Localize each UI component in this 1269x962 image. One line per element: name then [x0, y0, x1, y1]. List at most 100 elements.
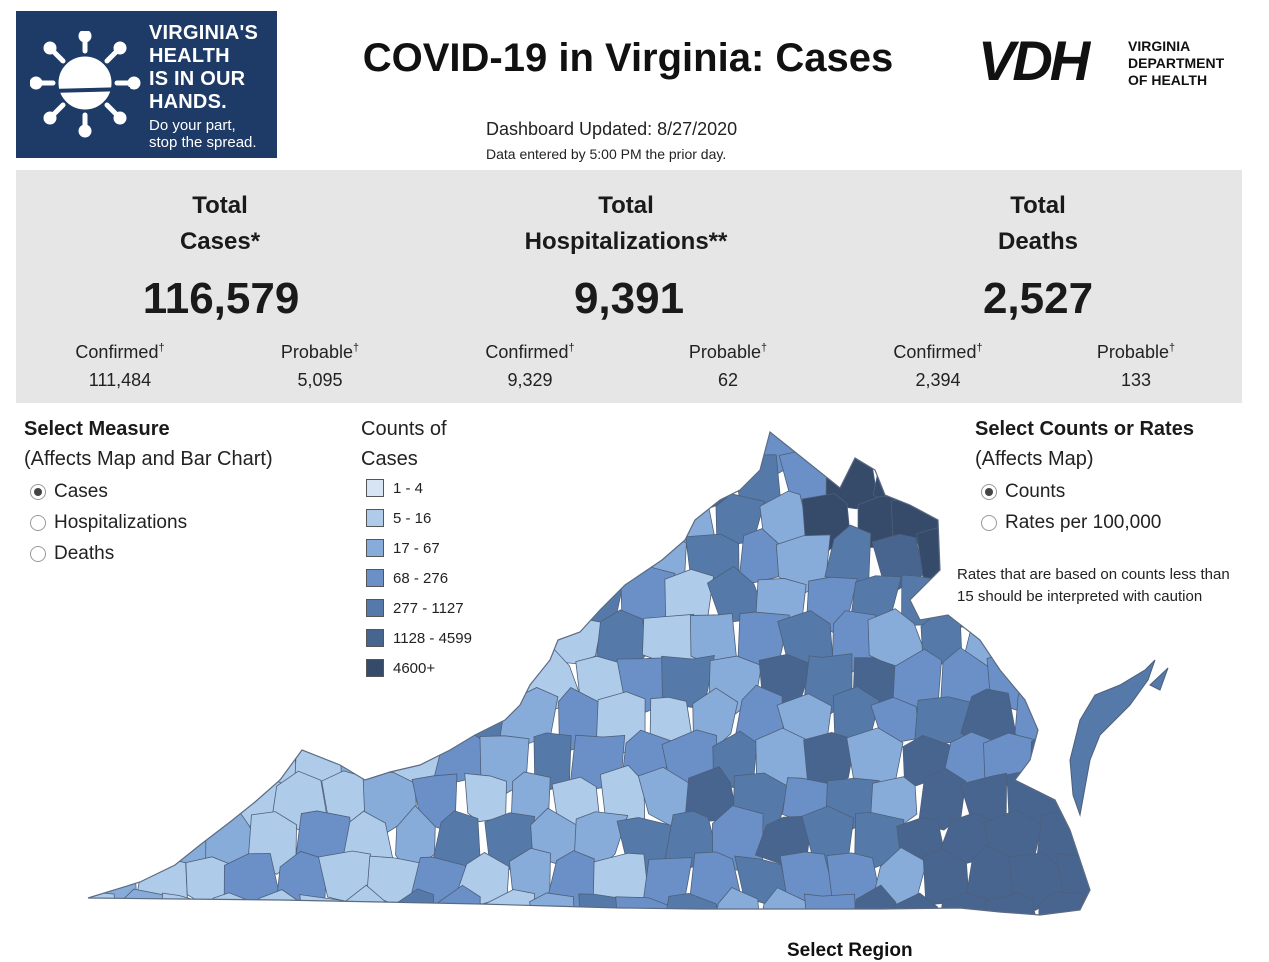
- county-region[interactable]: [362, 686, 413, 748]
- county-region[interactable]: [80, 807, 122, 865]
- eastern-shore-region[interactable]: [1069, 659, 1156, 817]
- county-region[interactable]: [270, 684, 330, 746]
- county-region[interactable]: [983, 892, 1042, 920]
- county-region[interactable]: [201, 490, 257, 544]
- county-region[interactable]: [342, 566, 391, 627]
- measure-option-deaths[interactable]: Deaths: [30, 543, 114, 565]
- county-region[interactable]: [480, 420, 531, 465]
- county-region[interactable]: [505, 445, 560, 507]
- measure-option-cases[interactable]: Cases: [30, 481, 108, 503]
- county-region[interactable]: [755, 887, 812, 920]
- county-region[interactable]: [501, 533, 554, 595]
- county-region[interactable]: [269, 615, 331, 669]
- county-region[interactable]: [86, 533, 144, 585]
- legend-item[interactable]: 277 - 1127: [366, 599, 464, 617]
- county-region[interactable]: [1077, 809, 1123, 869]
- county-region[interactable]: [712, 887, 762, 920]
- county-region[interactable]: [1037, 891, 1084, 920]
- county-region[interactable]: [232, 455, 279, 503]
- county-region[interactable]: [253, 573, 296, 629]
- county-region[interactable]: [89, 778, 142, 832]
- county-region[interactable]: [550, 534, 606, 596]
- county-region[interactable]: [598, 455, 648, 512]
- county-region[interactable]: [1101, 615, 1155, 669]
- rates-option-counts[interactable]: Counts: [981, 481, 1065, 503]
- county-region[interactable]: [319, 607, 375, 671]
- county-region[interactable]: [133, 615, 191, 675]
- county-region[interactable]: [893, 892, 950, 920]
- county-region[interactable]: [457, 609, 510, 669]
- county-region[interactable]: [386, 493, 438, 548]
- radio-selected-icon[interactable]: [981, 484, 997, 500]
- county-region[interactable]: [430, 420, 487, 466]
- county-region[interactable]: [524, 420, 577, 473]
- county-region[interactable]: [707, 420, 764, 472]
- county-region[interactable]: [638, 454, 697, 506]
- radio-selected-icon[interactable]: [30, 484, 46, 500]
- county-region[interactable]: [93, 855, 138, 908]
- county-region[interactable]: [323, 694, 376, 752]
- county-region[interactable]: [316, 449, 365, 507]
- county-region[interactable]: [661, 892, 720, 920]
- county-region[interactable]: [110, 490, 169, 546]
- county-region[interactable]: [232, 533, 282, 587]
- county-region[interactable]: [620, 420, 669, 469]
- county-region[interactable]: [206, 420, 261, 470]
- county-region[interactable]: [156, 726, 213, 786]
- county-region[interactable]: [409, 451, 466, 512]
- county-region[interactable]: [111, 805, 167, 863]
- county-region[interactable]: [80, 892, 121, 920]
- radio-icon[interactable]: [30, 515, 46, 531]
- county-region[interactable]: [80, 728, 123, 790]
- county-region[interactable]: [212, 732, 254, 792]
- county-region[interactable]: [368, 526, 412, 585]
- county-region[interactable]: [437, 497, 492, 542]
- county-region[interactable]: [523, 564, 578, 633]
- measure-option-hospitalizations[interactable]: Hospitalizations: [30, 512, 187, 534]
- legend-item[interactable]: 1128 - 4599: [366, 629, 472, 647]
- county-region[interactable]: [1109, 849, 1153, 907]
- county-region[interactable]: [477, 485, 533, 546]
- county-region[interactable]: [916, 446, 968, 512]
- legend-item[interactable]: 4600+: [366, 659, 435, 677]
- county-region[interactable]: [184, 453, 229, 515]
- county-region[interactable]: [109, 420, 163, 475]
- radio-icon[interactable]: [981, 515, 997, 531]
- county-region[interactable]: [1055, 607, 1104, 664]
- county-region[interactable]: [454, 534, 512, 586]
- county-region[interactable]: [801, 420, 854, 464]
- county-region[interactable]: [342, 420, 390, 472]
- county-region[interactable]: [248, 420, 304, 466]
- county-region[interactable]: [272, 530, 329, 594]
- virginia-county-map[interactable]: [80, 420, 1180, 920]
- county-region[interactable]: [315, 533, 371, 586]
- county-region[interactable]: [91, 688, 145, 750]
- county-region[interactable]: [158, 651, 212, 711]
- county-region[interactable]: [255, 653, 305, 705]
- county-region[interactable]: [615, 494, 675, 554]
- county-region[interactable]: [454, 444, 507, 508]
- county-region[interactable]: [349, 486, 398, 544]
- county-region[interactable]: [231, 688, 278, 752]
- county-region[interactable]: [479, 572, 529, 627]
- county-region[interactable]: [570, 491, 630, 555]
- county-region[interactable]: [413, 608, 466, 668]
- county-region[interactable]: [203, 649, 259, 705]
- county-region[interactable]: [80, 648, 124, 707]
- county-region[interactable]: [937, 892, 995, 920]
- county-region[interactable]: [365, 457, 419, 513]
- county-region[interactable]: [108, 573, 163, 627]
- county-region[interactable]: [178, 772, 235, 826]
- county-region[interactable]: [80, 572, 122, 627]
- county-region[interactable]: [256, 494, 298, 555]
- legend-item[interactable]: 5 - 16: [366, 509, 431, 527]
- county-region[interactable]: [158, 805, 213, 865]
- legend-item[interactable]: 68 - 276: [366, 569, 448, 587]
- county-region[interactable]: [431, 652, 480, 716]
- county-region[interactable]: [184, 694, 234, 752]
- county-region[interactable]: [1100, 456, 1157, 512]
- county-region[interactable]: [162, 420, 211, 468]
- county-region[interactable]: [489, 655, 526, 708]
- county-region[interactable]: [410, 535, 468, 585]
- county-region[interactable]: [432, 572, 492, 633]
